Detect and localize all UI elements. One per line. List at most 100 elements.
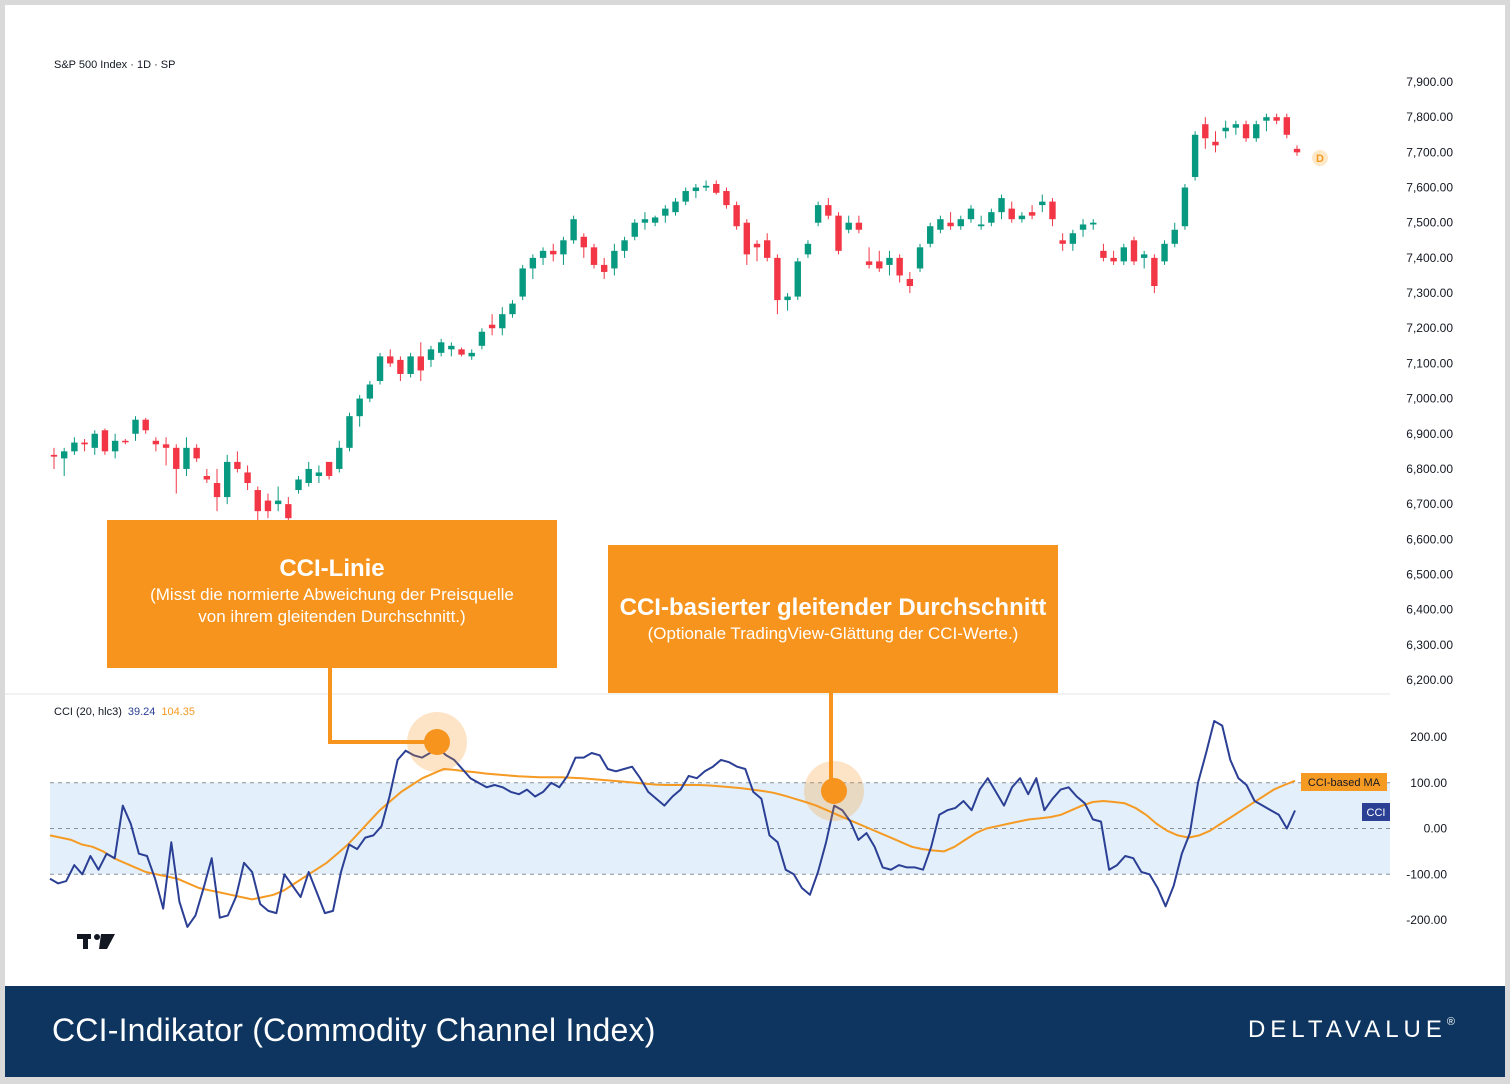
candle-body: [733, 205, 740, 227]
price-tick-label: 7,900.00: [1406, 75, 1453, 89]
candle: [254, 486, 261, 522]
candle-body: [397, 359, 404, 374]
candle-body: [81, 442, 88, 445]
pending-marker-circle: [1312, 150, 1328, 166]
candle: [723, 187, 730, 209]
candle: [448, 342, 455, 357]
candle-body: [794, 261, 801, 297]
candle: [1059, 233, 1066, 251]
candle: [631, 219, 638, 241]
candle-body: [906, 278, 914, 287]
candle-body: [682, 191, 689, 202]
candle-body: [988, 212, 995, 223]
price-tick-label: 6,300.00: [1406, 638, 1453, 652]
candle: [1232, 120, 1240, 135]
candle: [264, 493, 272, 519]
candle: [203, 468, 211, 484]
candle: [224, 454, 231, 505]
candle: [713, 180, 720, 195]
connector-cci-line: [328, 667, 467, 772]
candle: [590, 243, 598, 269]
candle: [641, 212, 649, 230]
candle: [814, 201, 822, 227]
candle-body: [876, 261, 883, 269]
candle: [1293, 145, 1301, 156]
price-axis: 7,900.00 7,800.00 7,700.00 7,600.00 7,500.00…: [1406, 75, 1453, 687]
price-tick-label: 7,000.00: [1406, 392, 1453, 406]
candle-body: [845, 222, 852, 230]
candle-body: [1120, 247, 1127, 262]
candle: [835, 212, 842, 255]
candle: [71, 437, 78, 455]
candle: [784, 293, 791, 311]
price-tick-label: 6,400.00: [1406, 603, 1453, 617]
cci-band: [50, 782, 1390, 875]
price-tick-label: 7,400.00: [1406, 251, 1453, 265]
candle-body: [927, 226, 934, 244]
candle: [366, 381, 374, 403]
candle: [1202, 117, 1209, 149]
candle-body: [600, 264, 608, 272]
candle: [794, 257, 801, 301]
candle: [1069, 229, 1077, 251]
candle: [998, 194, 1005, 220]
candle: [1171, 222, 1178, 248]
candle-body: [1222, 127, 1229, 132]
candle: [947, 212, 954, 230]
candle: [876, 250, 883, 272]
candle-body: [886, 257, 893, 265]
candle-body: [519, 268, 526, 297]
chart-canvas: S&P 500 Index · 1D · SP 7,900.00 7,800.00…: [5, 5, 1505, 986]
candle: [387, 349, 394, 367]
candle-body: [550, 250, 557, 255]
candle-body: [774, 257, 781, 301]
brand-logo: DELTAVALUE®: [1248, 1016, 1455, 1044]
candle: [376, 352, 384, 385]
candle-body: [1232, 124, 1240, 128]
candle-body: [203, 475, 211, 480]
brand-name: DELTAVALUE: [1247, 1016, 1447, 1043]
candle: [977, 215, 985, 230]
candle-body: [417, 356, 424, 371]
candle-body: [1079, 224, 1087, 230]
cci-tick-label: 100.00: [1410, 776, 1447, 790]
candle: [886, 250, 893, 276]
price-tick-label: 7,500.00: [1406, 216, 1453, 230]
candle-body: [407, 356, 414, 374]
candle: [825, 198, 832, 220]
candle-body: [162, 444, 170, 448]
candle: [458, 347, 465, 357]
callout-cci-line-desc-1: (Misst die normierte Abweichung der Prei…: [150, 585, 514, 604]
candle: [325, 461, 333, 480]
candle: [437, 338, 445, 357]
candle-body: [1253, 124, 1260, 139]
pending-marker-label: D: [1316, 153, 1324, 165]
candle: [560, 236, 567, 265]
candle-body: [101, 430, 109, 452]
candle: [1049, 198, 1056, 227]
cci-ma-line: [49, 768, 1296, 901]
cci-header: CCI (20, hlc3) 39.24 104.35: [54, 706, 195, 718]
candle-body: [488, 324, 496, 329]
candle-body: [998, 198, 1005, 213]
candle-body: [173, 447, 180, 469]
candle: [988, 208, 995, 227]
candle-body: [539, 250, 547, 258]
candle: [1161, 240, 1168, 265]
footer-title: CCI-Indikator (Commodity Channel Index): [52, 1012, 656, 1048]
candle: [600, 257, 608, 279]
candle: [1140, 250, 1148, 269]
candle: [1191, 131, 1199, 181]
candle: [417, 342, 424, 381]
candle-body: [1110, 257, 1117, 262]
price-tick-label: 6,700.00: [1406, 497, 1453, 511]
candle: [162, 437, 170, 466]
price-tick-label: 6,600.00: [1406, 532, 1453, 546]
price-tick-label: 6,200.00: [1406, 673, 1453, 687]
candle-body: [346, 416, 353, 448]
candle: [173, 444, 180, 494]
candle: [1120, 243, 1127, 265]
candle-body: [366, 384, 374, 399]
candle: [702, 180, 710, 192]
candle-body: [570, 219, 577, 241]
